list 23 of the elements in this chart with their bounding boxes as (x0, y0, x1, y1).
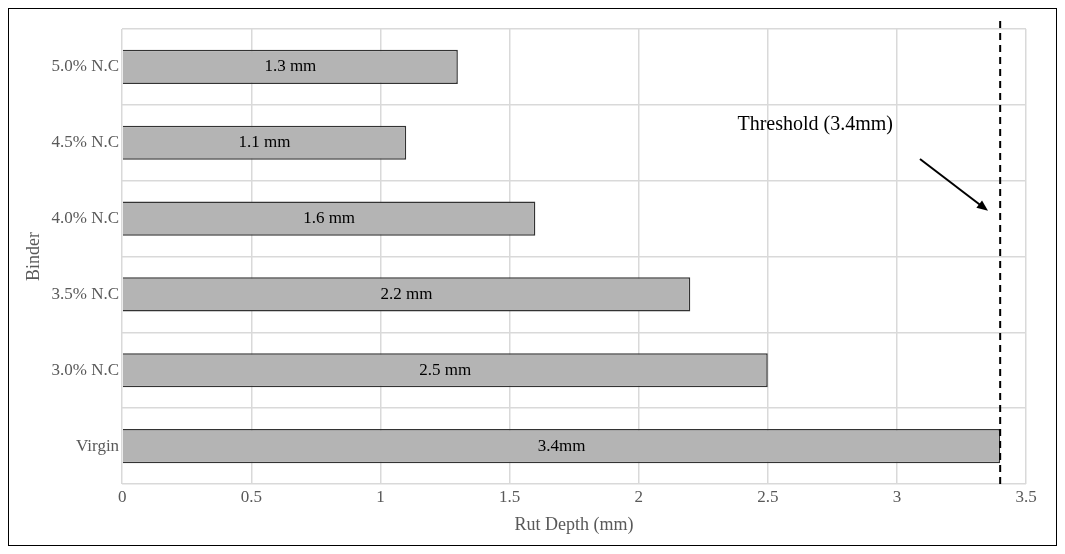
x-tick-label: 2 (634, 486, 643, 506)
x-tick-label: 1 (376, 486, 385, 506)
y-axis-title: Binder (22, 232, 43, 281)
y-tick-label: 4.0% N.C (51, 208, 120, 228)
data-label: 1.3 mm (264, 56, 317, 76)
x-tick-label: 1.5 (498, 486, 521, 506)
y-tick-label: 3.5% N.C (51, 283, 120, 303)
y-tick-label: 4.5% N.C (51, 132, 120, 152)
data-label: 2.2 mm (380, 283, 433, 303)
x-tick-label: 0.5 (240, 486, 262, 506)
y-tick-label: Virgin (76, 435, 120, 455)
data-label: 1.1 mm (238, 132, 291, 152)
x-tick-label: 3 (892, 486, 902, 506)
data-label: 2.5 mm (419, 359, 472, 379)
data-label: 3.4mm (537, 435, 586, 455)
x-tick-label: 3.5 (1015, 486, 1037, 506)
y-tick-label: 5.0% N.C (51, 56, 120, 76)
x-tick-label: 0 (117, 486, 127, 506)
x-tick-label: 2.5 (757, 486, 779, 506)
y-tick-label: 3.0% N.C (51, 359, 120, 379)
ref-line-label: Threshold (3.4mm) (737, 112, 893, 135)
x-axis-title: Rut Depth (mm) (514, 513, 634, 535)
data-label: 1.6 mm (303, 208, 356, 228)
